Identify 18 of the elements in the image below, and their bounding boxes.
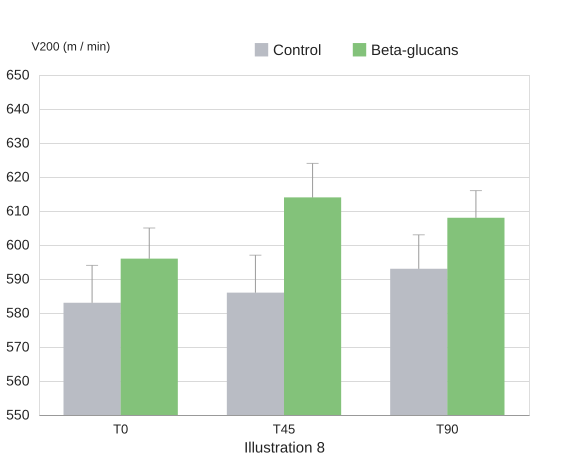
y-tick-label: 650 — [6, 66, 30, 82]
legend-label: Beta-glucans — [371, 42, 459, 59]
x-tick-label: T45 — [272, 422, 296, 436]
y-tick-label: 610 — [6, 202, 30, 218]
y-tick-label: 630 — [6, 134, 30, 150]
y-axis-title: V200 (m / min) — [32, 40, 110, 54]
x-axis-title: Illustration 8 — [244, 440, 325, 456]
y-tick-label: 580 — [6, 304, 30, 320]
y-tick-label: 640 — [6, 100, 30, 116]
x-tick-label: T0 — [113, 422, 128, 436]
y-tick-label: 620 — [6, 168, 30, 184]
y-tick-label: 600 — [6, 236, 30, 252]
y-tick-label: 590 — [6, 270, 30, 286]
y-tick-label: 560 — [6, 372, 30, 388]
y-tick-label: 550 — [6, 406, 30, 422]
x-tick-label: T90 — [436, 422, 459, 436]
legend-label: Control — [273, 42, 322, 59]
y-tick-label: 570 — [6, 338, 30, 354]
